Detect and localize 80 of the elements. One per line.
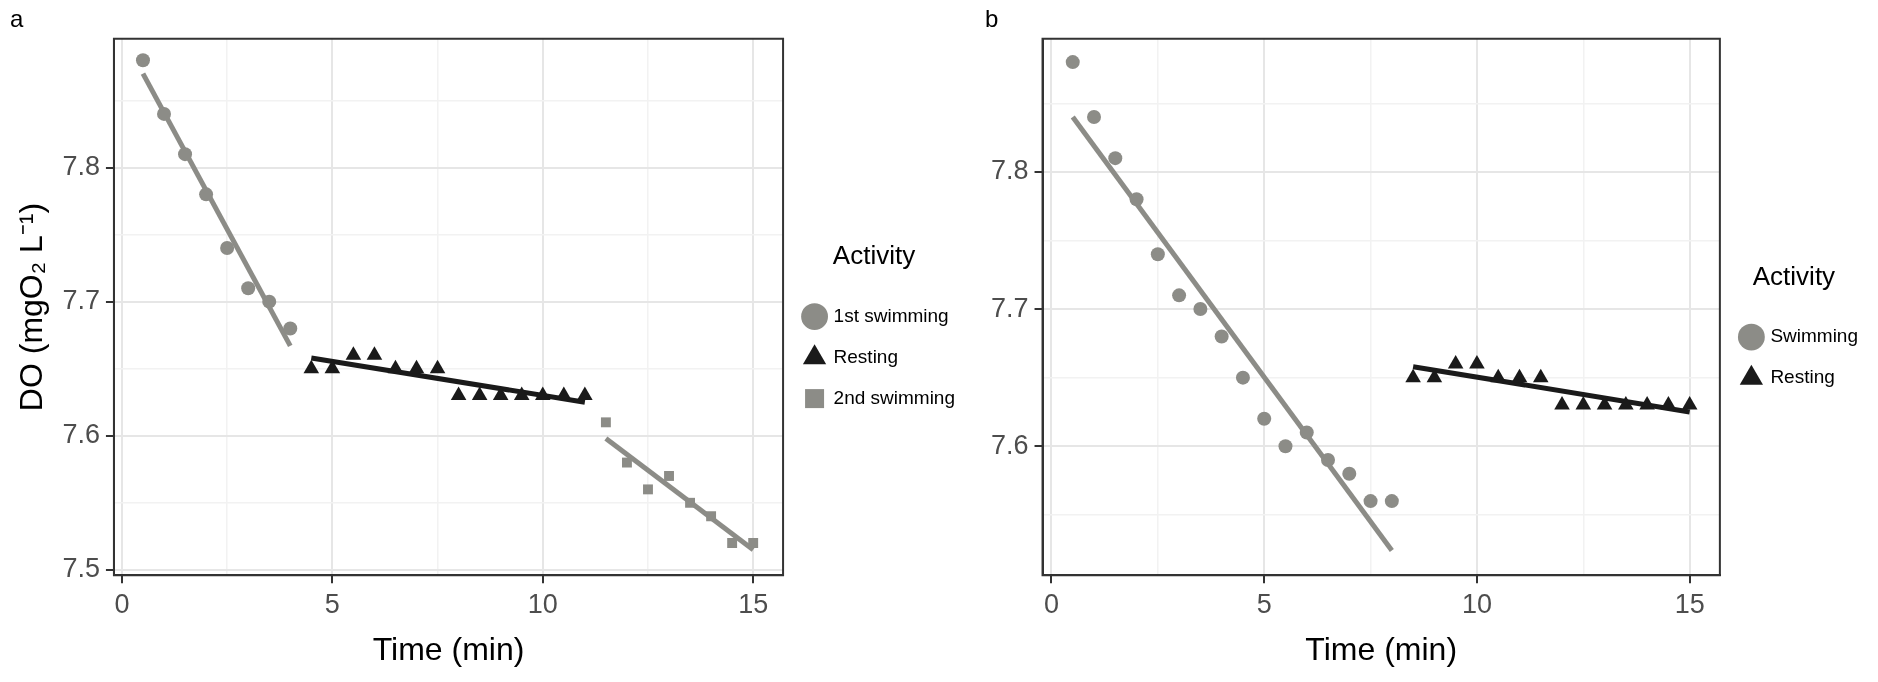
point [1299, 425, 1314, 440]
point [706, 511, 717, 522]
x-tick-label: 0 [1043, 588, 1059, 619]
point [1321, 452, 1336, 467]
point [1108, 151, 1123, 166]
point [1342, 466, 1357, 481]
point [1532, 368, 1549, 383]
chart-title: b [985, 5, 999, 33]
point [1490, 368, 1506, 383]
y-tick-label: 7.8 [990, 155, 1029, 186]
y-axis-title: DO (mgO₂ L⁻¹) [13, 202, 50, 412]
point [220, 241, 235, 255]
point [408, 359, 425, 374]
point [643, 484, 653, 495]
point [303, 359, 320, 374]
point [1469, 354, 1485, 369]
point [366, 346, 383, 360]
point [1511, 368, 1528, 383]
point [621, 457, 632, 468]
point [199, 187, 214, 202]
point [283, 321, 298, 336]
point [727, 538, 738, 548]
point [345, 346, 362, 360]
legend-label: Swimming [1770, 325, 1858, 347]
point [748, 538, 759, 548]
point [1129, 192, 1144, 207]
y-tick-label: 7.5 [62, 553, 100, 584]
x-tick-label: 15 [1674, 588, 1705, 619]
x-tick-label: 5 [1256, 588, 1272, 619]
point [577, 386, 593, 401]
x-tick-label: 0 [114, 588, 130, 619]
point [600, 417, 611, 428]
point [1278, 439, 1293, 454]
legend-label: 2nd swimming [833, 386, 956, 408]
point [262, 294, 277, 309]
point [1681, 396, 1698, 410]
legend-title: Activity [832, 240, 916, 271]
x-tick-label: 10 [1461, 588, 1492, 619]
point [1150, 247, 1165, 262]
point [1172, 288, 1187, 303]
point [1618, 396, 1634, 410]
y-tick-label: 7.7 [990, 292, 1029, 323]
y-tick-label: 7.8 [62, 150, 100, 181]
point [157, 106, 172, 121]
point [534, 386, 551, 401]
legend-label: Resting [833, 345, 898, 367]
point [1405, 368, 1421, 383]
x-tick-label: 5 [324, 588, 340, 619]
point [1575, 396, 1592, 410]
point [429, 359, 446, 374]
y-tick-label: 7.6 [990, 429, 1029, 460]
y-tick-label: 7.7 [62, 285, 100, 316]
point [1447, 354, 1464, 369]
y-tick-label: 7.6 [62, 419, 100, 450]
point [135, 53, 150, 68]
point [513, 386, 530, 401]
point [1639, 396, 1655, 410]
point [1660, 396, 1677, 410]
x-axis-title: Time (min) [1305, 630, 1458, 667]
legend-title: Activity [1752, 260, 1836, 291]
x-axis-title: Time (min) [372, 630, 525, 667]
legend-label: Resting [1770, 366, 1835, 388]
legend-label: 1st swimming [833, 304, 949, 326]
point [1235, 370, 1250, 385]
point [1193, 302, 1208, 317]
point [241, 281, 256, 296]
point [387, 359, 404, 374]
point [471, 386, 488, 401]
point [1087, 110, 1102, 124]
point [178, 147, 193, 162]
x-tick-label: 15 [738, 588, 769, 619]
point [664, 471, 674, 481]
x-tick-label: 10 [527, 588, 558, 619]
point [1214, 329, 1229, 344]
chart-title: a [10, 5, 24, 33]
point [685, 497, 696, 508]
point [1257, 411, 1272, 426]
point [450, 386, 467, 401]
point [1065, 55, 1080, 70]
point [1554, 396, 1570, 410]
